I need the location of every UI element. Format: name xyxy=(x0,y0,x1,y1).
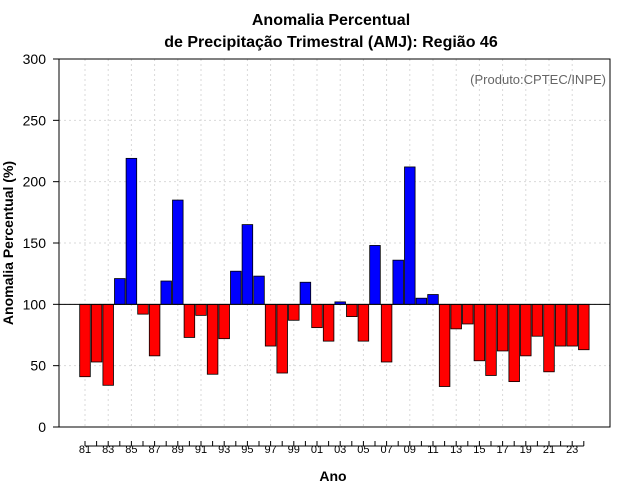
bar-1988 xyxy=(160,280,172,305)
bar-2009 xyxy=(404,166,416,305)
bar-2021 xyxy=(543,303,555,373)
bar-2013 xyxy=(450,303,462,330)
bar-2022 xyxy=(554,303,567,347)
x-tick-label: 85 xyxy=(125,444,137,456)
x-tick-label: 81 xyxy=(79,444,91,456)
bar-1992 xyxy=(206,303,219,375)
x-tick-label: 95 xyxy=(241,444,253,456)
bar-1989 xyxy=(172,199,184,305)
bar-1996 xyxy=(253,275,265,305)
bar-2015 xyxy=(473,303,486,362)
bar-2023 xyxy=(566,303,578,347)
chart-title-line2: de Precipitação Trimestral (AMJ): Região… xyxy=(164,34,498,51)
x-tick-label: 23 xyxy=(566,444,578,456)
x-tick-label: 97 xyxy=(264,444,276,456)
bar-1990 xyxy=(183,303,196,338)
y-axis-label: Anomalia Percentual (%) xyxy=(0,161,16,325)
bar-1983 xyxy=(102,303,114,386)
bar-1994 xyxy=(230,270,242,305)
x-axis-label: Ano xyxy=(319,468,346,484)
bar-2000 xyxy=(299,281,312,305)
x-tick-label: 09 xyxy=(404,444,416,456)
x-tick-label: 99 xyxy=(288,444,300,456)
y-axis: 0 50 100 150 200 250 300 xyxy=(23,51,59,435)
x-tick-label: 05 xyxy=(357,444,369,456)
bar-2016 xyxy=(485,303,497,376)
bar-1982 xyxy=(90,303,103,363)
x-tick-label: 15 xyxy=(473,444,485,456)
bar-2004 xyxy=(346,303,358,317)
x-tick-label: 87 xyxy=(148,444,160,456)
y-tick-label: 150 xyxy=(23,235,47,251)
bar-1984 xyxy=(114,278,126,305)
y-tick-label: 50 xyxy=(30,358,46,374)
bar-1997 xyxy=(264,303,277,347)
bar-2006 xyxy=(369,245,381,305)
bar-1987 xyxy=(148,303,161,357)
y-tick-label: 250 xyxy=(23,112,47,128)
bar-2012 xyxy=(438,303,451,387)
y-tick-label: 200 xyxy=(23,174,47,190)
bar-2014 xyxy=(462,303,474,325)
x-tick-label: 19 xyxy=(520,444,532,456)
x-tick-label: 07 xyxy=(380,444,392,456)
x-tick-label: 21 xyxy=(543,444,555,456)
bar-1999 xyxy=(288,303,300,321)
y-tick-label: 0 xyxy=(38,419,46,435)
bar-1986 xyxy=(137,303,149,315)
bar-1991 xyxy=(195,303,207,316)
bar-2020 xyxy=(531,303,544,337)
x-tick-label: 03 xyxy=(334,444,346,456)
y-tick-label: 300 xyxy=(23,51,47,67)
x-tick-label: 93 xyxy=(218,444,230,456)
bar-1981 xyxy=(79,303,91,378)
x-tick-label: 11 xyxy=(427,444,438,456)
bar-1985 xyxy=(125,157,138,305)
credit-annotation: (Produto:CPTEC/INPE) xyxy=(470,72,606,87)
bars xyxy=(79,157,590,387)
bar-2002 xyxy=(322,303,335,342)
bar-2008 xyxy=(392,259,404,305)
bar-1995 xyxy=(241,224,254,305)
bar-2019 xyxy=(520,303,532,357)
chart-title-line1: Anomalia Percentual xyxy=(252,12,410,29)
bar-1998 xyxy=(276,303,288,374)
x-tick-label: 17 xyxy=(496,444,508,456)
bar-1993 xyxy=(218,303,230,340)
x-tick-label: 01 xyxy=(311,444,323,456)
bar-2010 xyxy=(415,297,428,305)
y-tick-label: 100 xyxy=(23,296,47,312)
bar-2007 xyxy=(380,303,393,363)
grid xyxy=(59,59,610,427)
x-tick-label: 89 xyxy=(172,444,184,456)
bar-2018 xyxy=(508,303,520,383)
bar-2001 xyxy=(311,303,323,329)
x-tick-label: 83 xyxy=(102,444,114,456)
bar-2024 xyxy=(578,303,590,351)
bar-2017 xyxy=(496,303,509,352)
bar-2011 xyxy=(427,294,439,305)
x-axis: 81 83 85 87 89 91 93 95 97 99 01 03 05 07 09 11 13 15 17 19… xyxy=(79,441,585,456)
x-tick-label: 13 xyxy=(450,444,462,456)
bar-2005 xyxy=(357,303,370,342)
x-tick-label: 91 xyxy=(195,444,207,456)
